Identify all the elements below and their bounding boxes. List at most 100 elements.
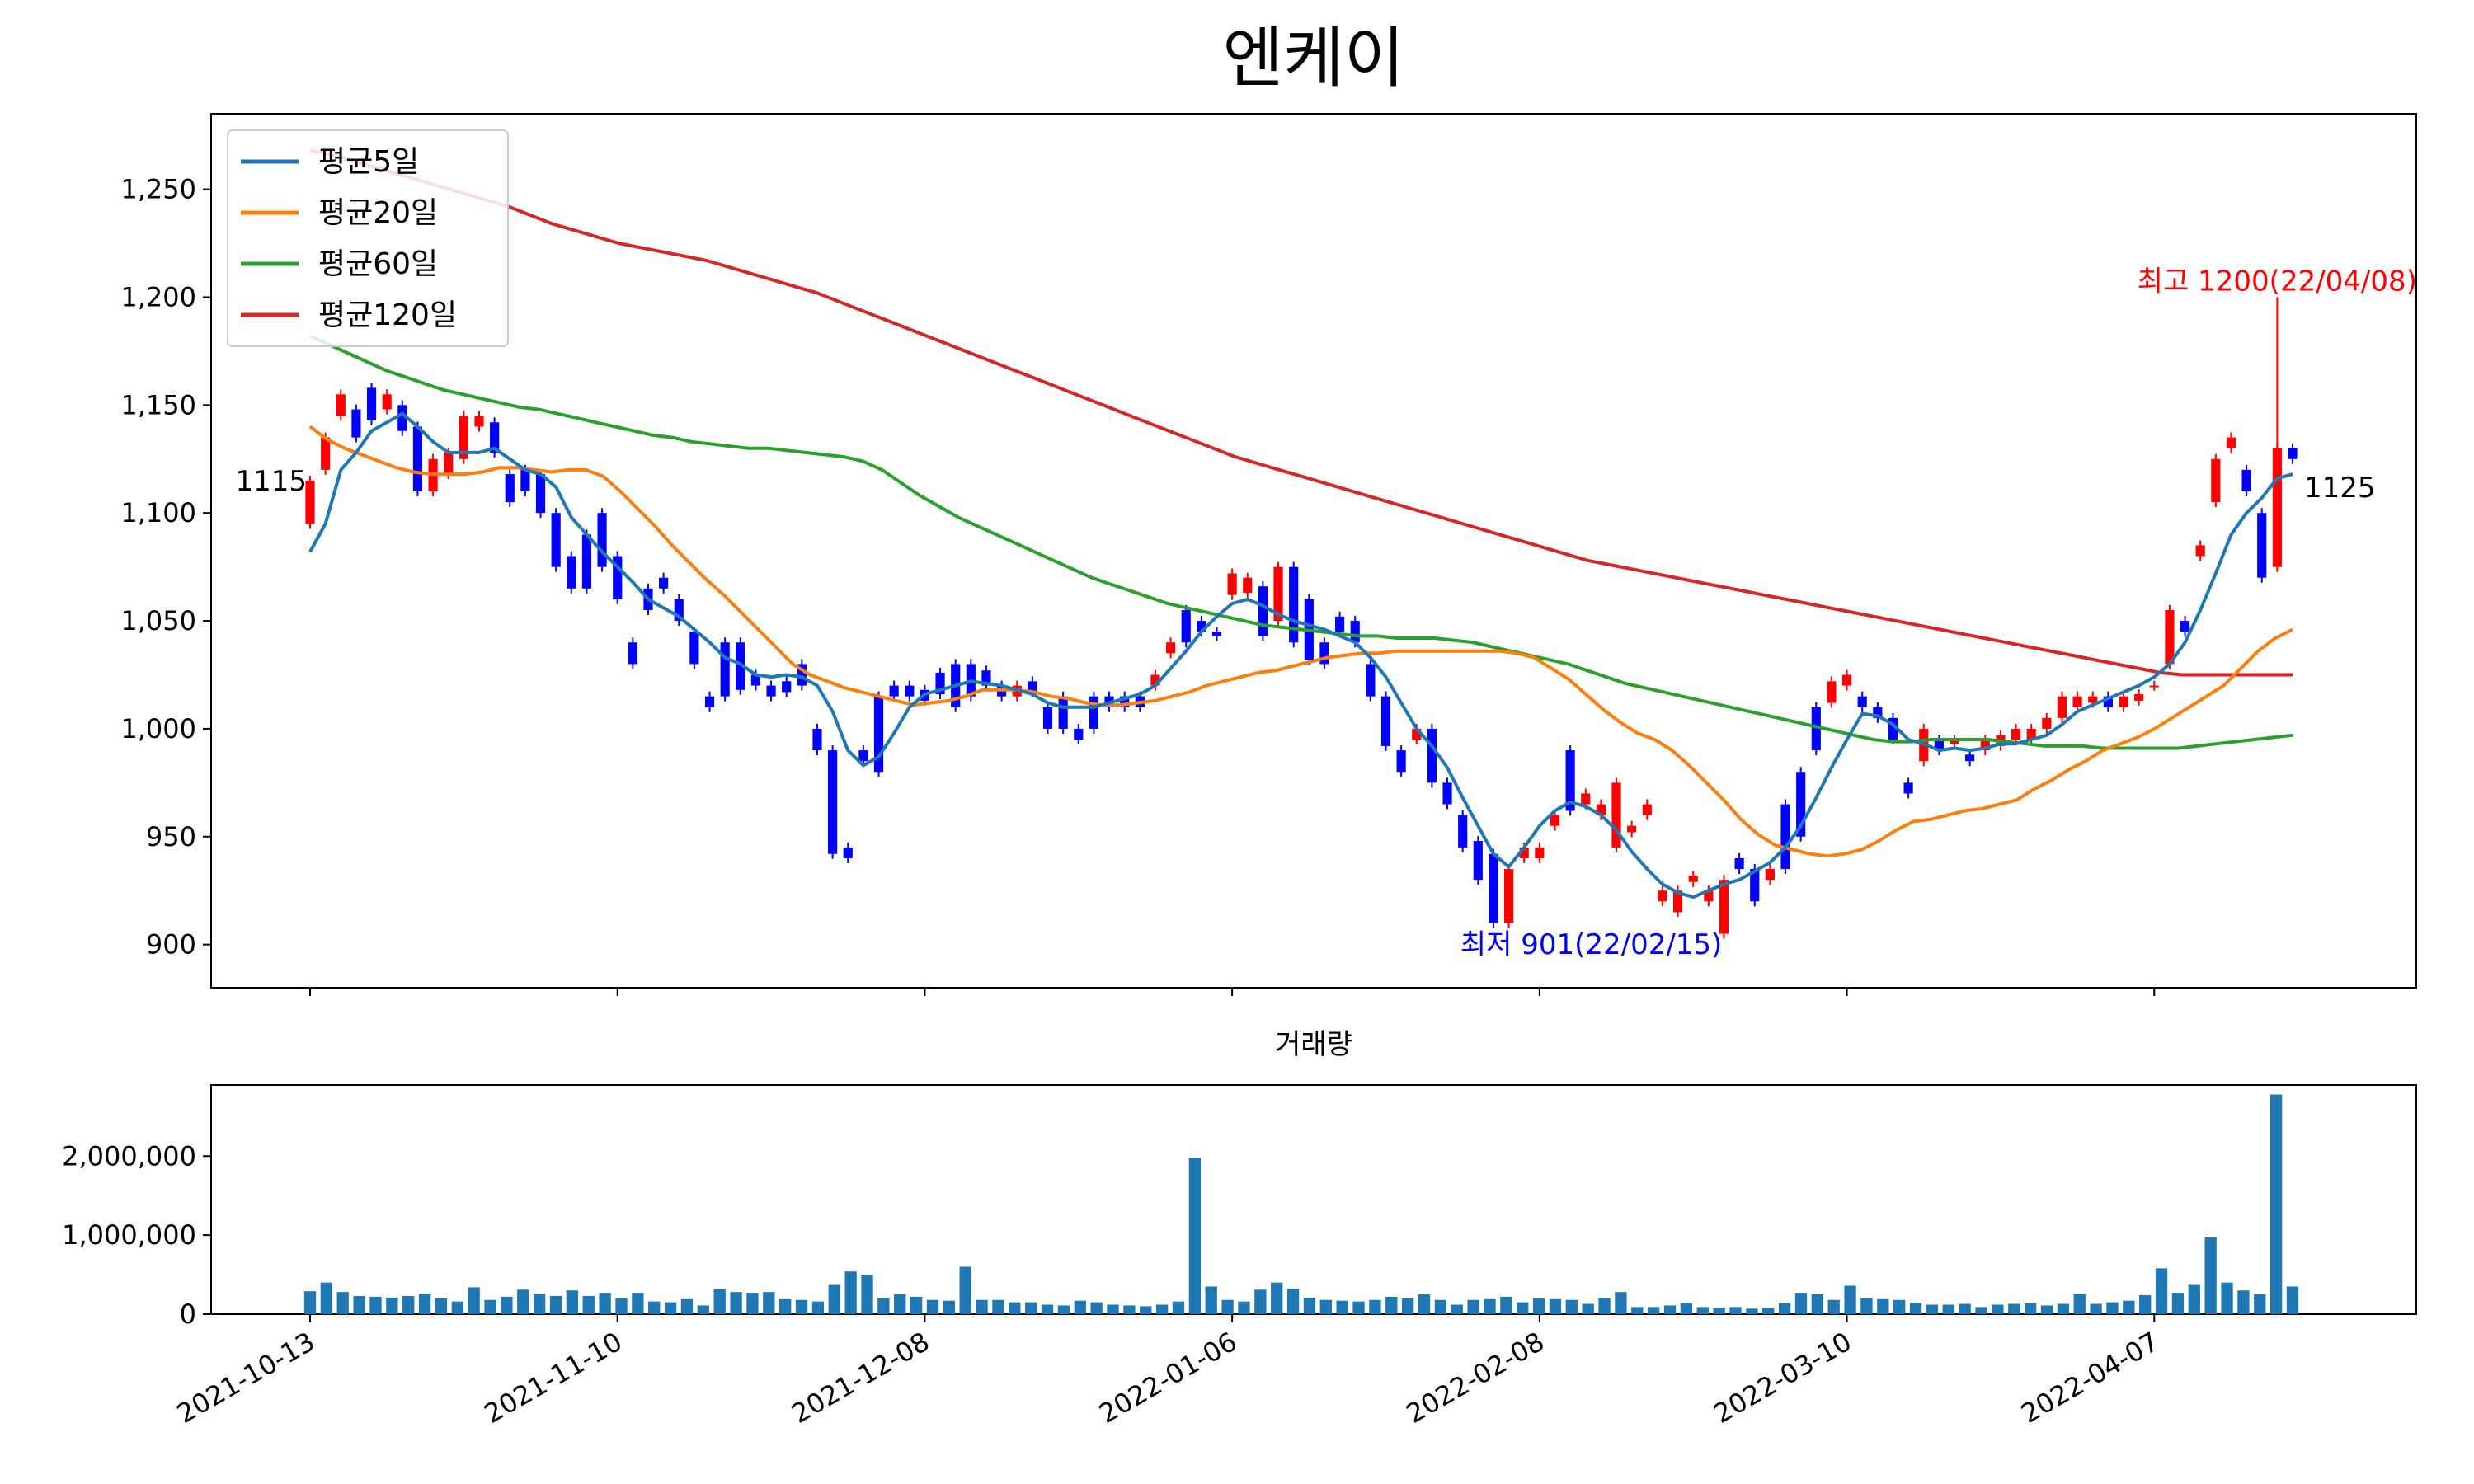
candle-body (1473, 841, 1483, 881)
candle-body (1765, 869, 1775, 881)
candle-body (1442, 782, 1452, 805)
volume-bar (599, 1293, 611, 1314)
candle-body (1565, 750, 1575, 811)
volume-ytick-label: 1,000,000 (62, 1219, 196, 1251)
candle-body (1289, 566, 1299, 643)
volume-bar (2123, 1300, 2135, 1314)
volume-bar (811, 1301, 825, 1314)
candle-body (1120, 696, 1130, 707)
volume-bar (435, 1298, 448, 1314)
volume-bar (1942, 1304, 1954, 1314)
volume-bar (1434, 1299, 1447, 1314)
volume-bar (336, 1292, 349, 1314)
volume-bar (1909, 1303, 1922, 1314)
volume-bar (1172, 1301, 1185, 1314)
candle-body (1658, 890, 1667, 902)
candle-body (2072, 696, 2082, 707)
candle-body (689, 632, 699, 665)
volume-panel-label: 거래량 (1275, 1028, 1352, 1061)
volume-ytick-label: 0 (180, 1298, 196, 1330)
candle-body (2241, 469, 2251, 492)
volume-bar (1926, 1304, 1939, 1314)
candle-body (1550, 815, 1560, 826)
candle-body (1965, 754, 1975, 762)
volume-bar (2024, 1303, 2037, 1314)
candle-body (1903, 782, 1913, 794)
candle-body (981, 670, 991, 686)
volume-bar (1009, 1302, 1021, 1314)
candle-body (1089, 696, 1099, 729)
candle-body (828, 750, 838, 854)
volume-bar (943, 1300, 955, 1314)
candle-body (1150, 674, 1160, 686)
volume-bar (2286, 1286, 2299, 1314)
candle-body (1642, 804, 1652, 815)
volume-bar (369, 1296, 382, 1314)
volume-bar (533, 1294, 546, 1314)
volume-bar (1975, 1307, 1987, 1314)
candle-body (1888, 717, 1898, 740)
candle-body (1350, 621, 1360, 643)
candle-body (858, 750, 868, 762)
candle-body (1672, 890, 1683, 913)
candle-body (1458, 815, 1468, 848)
volume-bar (402, 1295, 415, 1314)
end-price-label: 1125 (2304, 472, 2376, 505)
candle-body (1166, 642, 1176, 654)
volume-bar (1286, 1289, 1300, 1314)
price-ytick-label: 1,200 (120, 281, 196, 312)
volume-bar (1844, 1285, 1856, 1314)
candle-body (2257, 513, 2267, 578)
low-annotation: 최저 901(22/02/15) (1460, 928, 1723, 961)
volume-bar (582, 1295, 595, 1314)
volume-bar (1205, 1286, 1217, 1314)
volume-bar (1696, 1307, 1709, 1314)
volume-bar (1025, 1302, 1037, 1314)
volume-bar (1140, 1306, 1152, 1314)
volume-bar (1992, 1304, 2004, 1314)
candle-body (1827, 681, 1837, 703)
candle-body (750, 674, 761, 686)
volume-bar (1107, 1304, 1119, 1314)
volume-bar (1451, 1304, 1463, 1314)
volume-bar (468, 1287, 480, 1314)
candle-body (1412, 728, 1422, 740)
candle-body (782, 681, 792, 693)
ma120-line (309, 148, 2293, 677)
volume-bar (386, 1297, 398, 1314)
price-ytick-label: 1,000 (120, 713, 196, 744)
candle-body (412, 426, 423, 492)
volume-bar (1532, 1298, 1545, 1314)
candle-body (321, 437, 331, 470)
volume-bar (517, 1289, 529, 1314)
price-ytick-label: 1,250 (120, 174, 196, 205)
candle-body (535, 474, 546, 514)
volume-bar (992, 1299, 1004, 1314)
volume-bar (910, 1296, 923, 1314)
volume-bar (1811, 1294, 1823, 1314)
volume-bar (926, 1299, 939, 1314)
legend-label: 평균5일 (318, 145, 419, 179)
volume-bar (1746, 1308, 1758, 1314)
legend-label: 평균120일 (318, 298, 457, 332)
candle-body (1028, 681, 1037, 693)
volume-bar (1352, 1301, 1365, 1314)
candle-body (2195, 545, 2205, 556)
candle-body (351, 409, 361, 438)
candle-body (2088, 696, 2098, 703)
volume-bar (1155, 1304, 1169, 1314)
volume-bar (1598, 1298, 1611, 1314)
candle-body (1396, 750, 1406, 773)
volume-bar (418, 1294, 431, 1314)
volume-bar (1041, 1304, 1054, 1314)
candle-body (2180, 621, 2190, 632)
price-plot-frame (210, 113, 2417, 989)
candle-body (1227, 573, 1237, 595)
candle-body (382, 394, 392, 410)
candle-body (2149, 685, 2159, 688)
volume-bar (1385, 1296, 1398, 1314)
volume-bar (484, 1299, 496, 1314)
candle-body (674, 599, 684, 622)
volume-bar (2237, 1290, 2250, 1314)
volume-bar (451, 1301, 463, 1314)
